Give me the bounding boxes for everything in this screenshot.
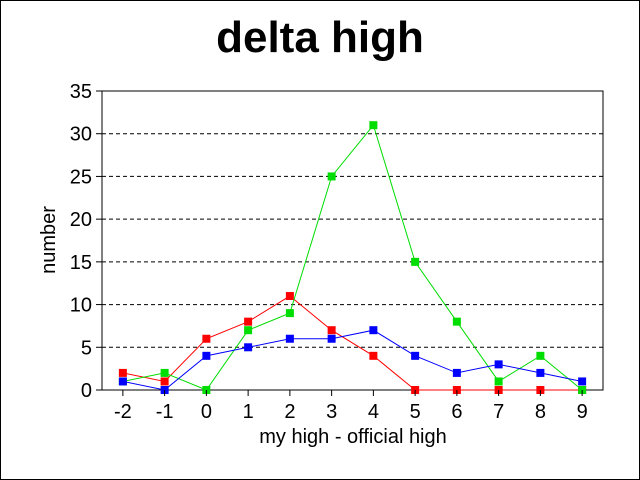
chart-title: delta high (216, 13, 424, 62)
y-tick-label: 0 (81, 380, 92, 402)
series-1-point-1 (160, 368, 169, 377)
y-axis-label: number (38, 206, 60, 274)
series-0-point-4 (285, 292, 294, 301)
y-tick-label: 30 (70, 124, 92, 146)
series-2-point-9 (494, 360, 503, 369)
y-tick-label: 15 (70, 252, 92, 274)
x-tick-label: 4 (368, 401, 379, 423)
series-2-point-4 (285, 334, 294, 343)
x-tick-label: 5 (410, 401, 421, 423)
series-0-point-0 (118, 368, 127, 377)
series-2-point-6 (369, 326, 378, 335)
series-0-line (122, 295, 583, 391)
x-tick-label: 2 (284, 401, 295, 423)
series-2-point-8 (452, 368, 461, 377)
y-tick-label: 5 (81, 337, 92, 359)
series-2-point-3 (244, 343, 253, 352)
plot-area (101, 90, 604, 391)
series-0-point-2 (202, 334, 211, 343)
series-1-point-7 (411, 257, 420, 266)
series-2-point-11 (578, 377, 587, 386)
series-2-point-0 (118, 377, 127, 386)
y-axis-ticks: 0 5 10 15 20 25 30 35 (70, 81, 102, 402)
series-2-line (122, 329, 583, 391)
series-2-point-7 (411, 351, 420, 360)
series-0-point-6 (369, 351, 378, 360)
x-tick-label: 7 (493, 401, 504, 423)
series-2-point-2 (202, 351, 211, 360)
series-2-point-10 (536, 368, 545, 377)
x-tick-label: 3 (326, 401, 337, 423)
series-0-point-5 (327, 326, 336, 335)
y-tick-label: 35 (70, 81, 92, 103)
series-1-point-4 (285, 309, 294, 318)
x-tick-label: 8 (535, 401, 546, 423)
y-tick-label: 10 (70, 295, 92, 317)
series-1-point-3 (244, 326, 253, 335)
series-0-point-1 (160, 377, 169, 386)
x-tick-label: 1 (243, 401, 254, 423)
x-tick-label: 6 (451, 401, 462, 423)
y-tick-label: 20 (70, 209, 92, 231)
x-tick-label: 0 (201, 401, 212, 423)
series-0-point-3 (244, 317, 253, 326)
series-1-line (122, 124, 583, 391)
y-tick-label: 25 (70, 166, 92, 188)
series-1-point-10 (536, 351, 545, 360)
x-axis-ticks: -2 -1 0 1 2 3 4 5 6 7 8 9 (114, 390, 588, 423)
x-tick-label: 9 (577, 401, 588, 423)
series-1-point-6 (369, 121, 378, 130)
series-1-point-9 (494, 377, 503, 386)
x-tick-label: -2 (114, 401, 132, 423)
x-axis-label: my high - official high (259, 426, 447, 448)
series-1-point-8 (452, 317, 461, 326)
series-1-point-5 (327, 172, 336, 181)
series-2-point-5 (327, 334, 336, 343)
x-tick-label: -1 (156, 401, 174, 423)
